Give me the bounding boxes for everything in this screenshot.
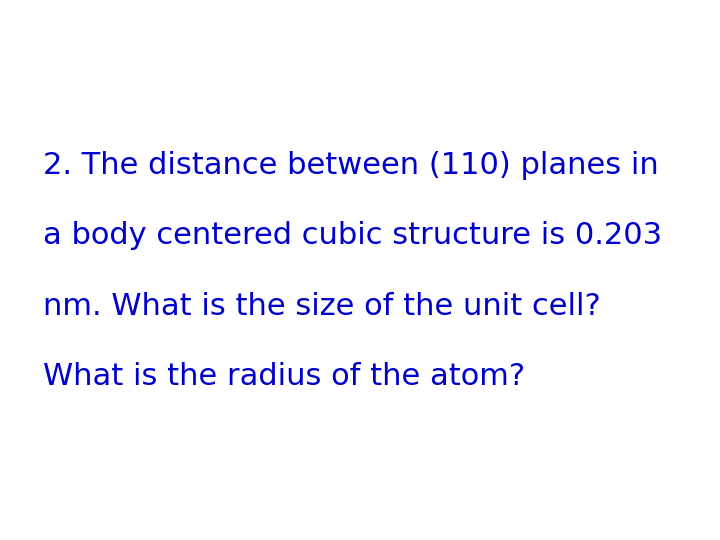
Text: a body centered cubic structure is 0.203: a body centered cubic structure is 0.203 — [43, 221, 662, 251]
Text: 2. The distance between (110) planes in: 2. The distance between (110) planes in — [43, 151, 659, 180]
Text: What is the radius of the atom?: What is the radius of the atom? — [43, 362, 526, 391]
Text: nm. What is the size of the unit cell?: nm. What is the size of the unit cell? — [43, 292, 601, 321]
